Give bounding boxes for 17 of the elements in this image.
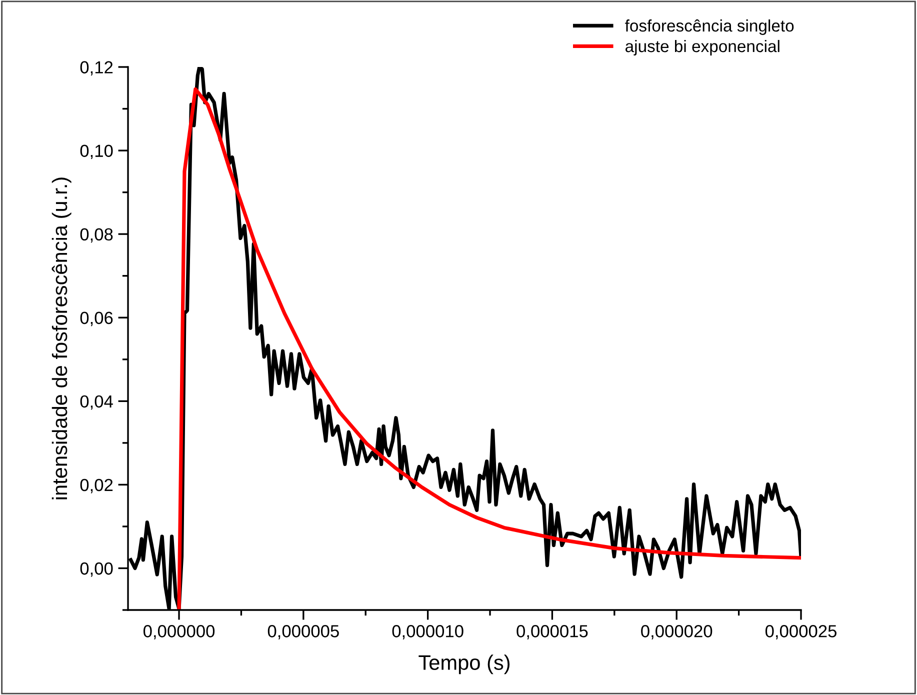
y-tick-label: 0,06	[80, 312, 113, 326]
y-tick-label: 0,10	[80, 144, 113, 160]
legend-label: ajuste bi exponencial	[626, 40, 780, 56]
legend-label: fosforescência singleto	[625, 19, 794, 35]
x-tick-label: 0,000020	[641, 625, 712, 640]
y-tick-label: 0,12	[80, 61, 113, 76]
x-tick-label: 0,000025	[765, 625, 836, 640]
y-tick-label: 0,04	[80, 395, 113, 410]
y-tick-label: 0,02	[80, 478, 113, 494]
y-axis-title: intensidade de fosforescência (u.r.)	[52, 178, 72, 500]
x-tick-label: 0,000015	[516, 625, 588, 640]
x-tick-label: 0,000005	[268, 625, 339, 640]
x-axis-title: Tempo (s)	[418, 654, 510, 674]
y-tick-label: 0,00	[80, 562, 113, 577]
x-tick-label: 0,000000	[143, 625, 215, 640]
y-tick-label: 0,08	[80, 228, 113, 243]
x-tick-label: 0,000010	[392, 625, 464, 640]
